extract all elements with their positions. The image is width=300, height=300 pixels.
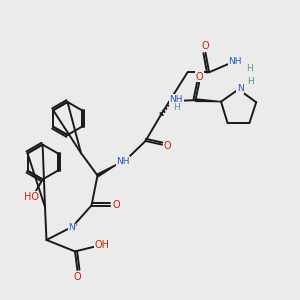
Text: O: O xyxy=(201,41,209,51)
Text: H: H xyxy=(246,64,253,73)
Text: N: N xyxy=(237,84,243,93)
Text: O: O xyxy=(112,200,120,211)
Text: H: H xyxy=(247,77,254,86)
Text: O: O xyxy=(164,140,171,151)
Text: NH: NH xyxy=(229,57,242,66)
Text: HO: HO xyxy=(24,192,39,202)
Text: NH: NH xyxy=(116,157,130,166)
Polygon shape xyxy=(97,164,118,177)
Polygon shape xyxy=(196,99,221,102)
Text: N: N xyxy=(68,223,75,232)
Text: NH: NH xyxy=(169,95,183,104)
Text: O: O xyxy=(196,72,203,82)
Text: O: O xyxy=(74,272,81,282)
Text: OH: OH xyxy=(94,239,110,250)
Text: H: H xyxy=(173,103,180,112)
